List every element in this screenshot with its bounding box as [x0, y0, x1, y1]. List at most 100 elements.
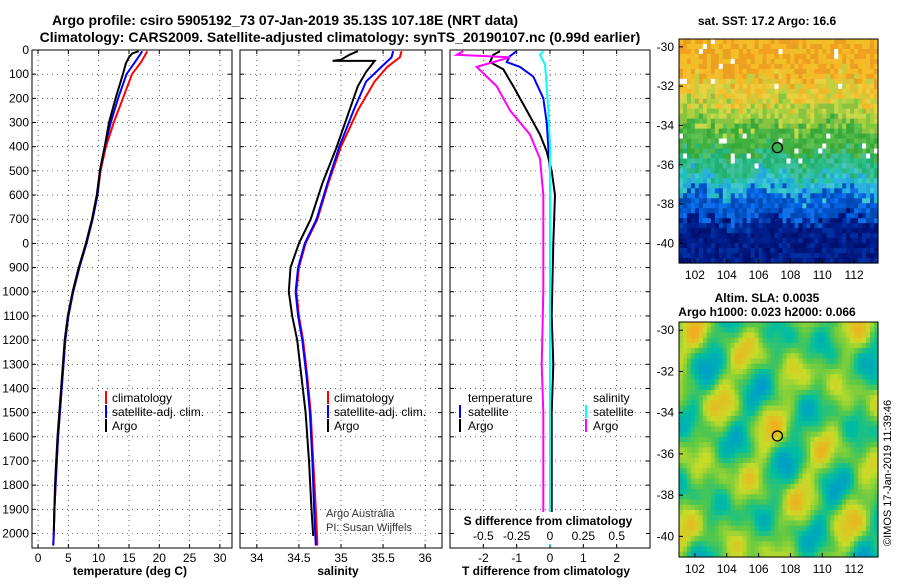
map-cell — [790, 123, 796, 130]
map-cell — [778, 218, 784, 224]
map-cell — [766, 253, 772, 259]
map-cell — [786, 499, 792, 506]
map-cell — [814, 223, 819, 229]
map-cell — [754, 442, 760, 448]
map-cell — [814, 322, 819, 328]
map-cell — [846, 389, 851, 396]
map-cell — [682, 436, 688, 443]
map-cell — [742, 374, 748, 381]
map-cell — [730, 208, 736, 214]
map-cell — [702, 73, 708, 80]
map-cell — [758, 243, 764, 249]
map-cell — [786, 73, 792, 80]
map-cell — [762, 395, 768, 401]
map-cell — [726, 103, 732, 110]
map-cell — [702, 379, 708, 386]
map-cell — [762, 53, 768, 60]
map-cell — [866, 358, 871, 365]
map-cell — [818, 400, 823, 407]
map-cell — [774, 457, 780, 464]
map-cell — [810, 148, 815, 155]
map-cell — [854, 103, 859, 110]
map-cell — [702, 520, 708, 527]
map-cell — [830, 128, 835, 135]
map-cell — [718, 158, 724, 165]
map-cell — [866, 494, 871, 501]
map-cell — [862, 193, 867, 199]
map-cell — [870, 253, 875, 259]
map-cell — [754, 400, 760, 407]
map-cell — [766, 410, 772, 417]
map-cell — [758, 48, 764, 55]
map-cell — [822, 198, 827, 204]
map-cell — [786, 148, 792, 155]
map-cell — [754, 58, 760, 65]
map-cell — [790, 98, 796, 105]
map-cell — [754, 541, 760, 548]
map-cell — [754, 515, 760, 522]
map-cell — [850, 499, 855, 506]
map-cell — [810, 198, 815, 204]
map-cell — [830, 374, 835, 381]
map-cell — [786, 258, 792, 264]
map-cell — [682, 123, 688, 130]
map-cell — [810, 358, 815, 365]
map-cell — [702, 168, 708, 174]
map-cell — [734, 536, 740, 542]
map-cell — [702, 442, 708, 448]
map-cell — [726, 410, 732, 417]
map-cell — [826, 447, 831, 454]
map-cell — [830, 173, 835, 179]
map-cell — [686, 58, 692, 65]
map-cell — [786, 520, 792, 527]
map-cell — [874, 118, 879, 125]
map-cell — [746, 163, 752, 170]
map-cell — [874, 510, 879, 516]
map-cell — [862, 73, 867, 80]
map-cell — [738, 327, 744, 334]
map-cell — [679, 48, 684, 55]
map-cell — [726, 384, 732, 391]
map-cell — [858, 546, 863, 553]
map-cell — [694, 243, 700, 249]
map-cell — [734, 73, 740, 80]
map-cell — [714, 525, 720, 532]
map-cell — [762, 473, 768, 480]
map-cell — [742, 494, 748, 501]
map-cell — [822, 499, 827, 506]
map-cell — [698, 223, 704, 229]
map-cell — [778, 510, 784, 516]
map-cell — [778, 153, 784, 160]
map-cell — [730, 123, 736, 130]
map-cell — [798, 203, 803, 209]
y-tick-label: 2000 — [2, 526, 29, 540]
map-cell — [854, 478, 859, 485]
map-cell — [850, 353, 855, 360]
map-cell — [858, 193, 863, 199]
map-cell — [778, 536, 784, 542]
map-cell — [870, 178, 875, 184]
map-cell — [722, 188, 728, 194]
map-cell — [734, 327, 740, 334]
map-cell — [866, 410, 871, 417]
map-cell — [738, 203, 744, 209]
map-cell — [854, 416, 859, 422]
map-cell — [842, 258, 847, 264]
map-cell — [690, 494, 696, 501]
map-cell — [862, 113, 867, 120]
map-cell — [722, 253, 728, 259]
map-cell — [790, 541, 796, 548]
map-cell — [846, 168, 851, 174]
map-cell — [702, 248, 708, 254]
map-cell — [750, 478, 756, 485]
map-cell — [838, 416, 843, 422]
map-cell — [830, 138, 835, 145]
map-cell — [830, 400, 835, 407]
map-cell — [742, 447, 748, 454]
map-cell — [690, 158, 696, 165]
map-cell — [786, 400, 792, 407]
map-cell — [710, 233, 716, 239]
map-cell — [686, 53, 692, 60]
map-cell — [866, 337, 871, 344]
map-cell — [702, 468, 708, 475]
